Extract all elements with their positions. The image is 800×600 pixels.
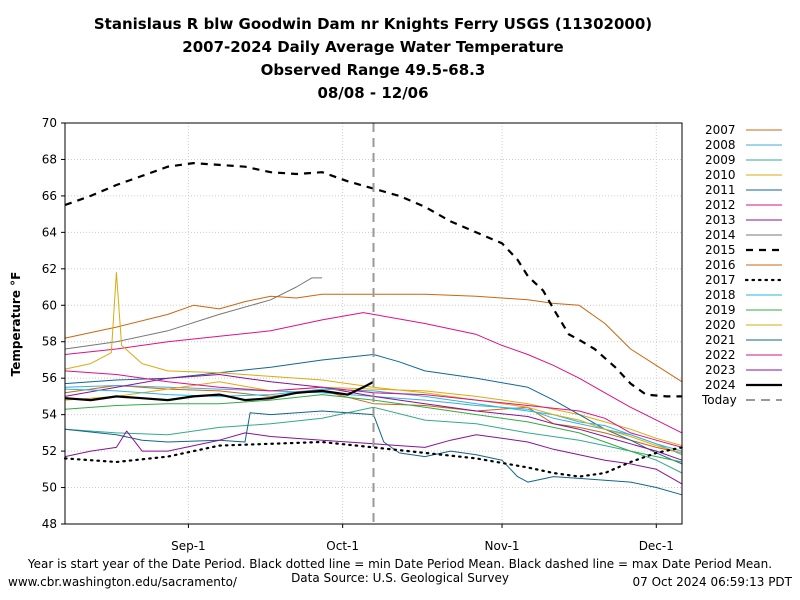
footer-website[interactable]: www.cbr.washington.edu/sacramento/ [8,575,238,589]
legend-label-2023: 2023 [705,363,736,377]
legend-label-2017: 2017 [705,273,736,287]
legend: 2007200820092010201120122013201420152016… [701,123,784,407]
series-line-2021 [64,410,683,496]
chart-title: Stanislaus R blw Goodwin Dam nr Knights … [94,15,652,102]
series-line-2013 [64,374,683,461]
footer-timestamp: 07 Oct 2024 06:59:13 PDT [632,575,792,589]
x-tick-label: Nov-1 [485,539,520,553]
plot-frame [64,122,683,525]
y-axis-label: Temperature °F [9,272,23,377]
series-line-2023 [64,430,683,485]
y-tick-label: 60 [42,298,57,312]
y-tick-label: 56 [42,371,57,385]
y-tick-label: 50 [42,481,57,495]
legend-label-2016: 2016 [705,258,736,272]
legend-label-2015: 2015 [705,243,736,257]
legend-label-2014: 2014 [705,228,736,242]
y-tick-label: 62 [42,262,57,276]
series-line-2011 [64,354,683,465]
legend-label-2009: 2009 [705,153,736,167]
x-tick-label: Sep-1 [171,539,206,553]
title-line-1: Stanislaus R blw Goodwin Dam nr Knights … [94,15,652,33]
x-tick-label: Oct-1 [326,539,359,553]
series-line-2019 [64,394,683,463]
series-line-2024 [64,380,375,402]
legend-label-2008: 2008 [705,138,736,152]
footer-note: Year is start year of the Date Period. B… [27,557,772,571]
y-tick-label: 52 [42,444,57,458]
footer-source: Data Source: U.S. Geological Survey [291,571,509,585]
y-tick-label: 54 [42,408,57,422]
legend-label-2019: 2019 [705,303,736,317]
legend-label-2020: 2020 [705,318,736,332]
y-tick-label: 48 [42,517,57,531]
series-lines [63,162,684,496]
y-tick-label: 70 [42,116,57,130]
series-line-2012 [64,312,683,434]
title-line-3: Observed Range 49.5-68.3 [261,61,486,79]
legend-label-2024: 2024 [705,378,736,392]
y-tick-label: 66 [42,189,57,203]
y-tick-label: 68 [42,152,57,166]
x-tick-label: Dec-1 [639,539,674,553]
legend-label-2018: 2018 [705,288,736,302]
legend-label-2007: 2007 [705,123,736,137]
series-line-2022 [64,370,683,448]
footer: Year is start year of the Date Period. B… [8,557,793,589]
legend-label-2013: 2013 [705,213,736,227]
series-line-2014 [64,277,323,350]
x-axis-ticks: Sep-1 Oct-1 Nov-1 Dec-1 [171,524,674,553]
title-line-2: 2007-2024 Daily Average Water Temperatur… [182,38,563,56]
series-line-2015 [64,162,682,398]
title-line-4: 08/08 - 12/06 [317,84,428,102]
legend-label-2021: 2021 [705,333,736,347]
legend-label-2022: 2022 [705,348,736,362]
y-tick-label: 58 [42,335,57,349]
legend-label-today: Today [701,393,737,407]
series-line-2017 [63,440,684,478]
y-axis-ticks: 48 50 52 54 56 58 60 62 64 66 68 70 [42,116,65,531]
legend-label-2012: 2012 [705,198,736,212]
series-line-2009 [64,406,683,474]
legend-label-2010: 2010 [705,168,736,182]
legend-label-2011: 2011 [705,183,736,197]
y-tick-label: 64 [42,225,57,239]
series-line-2020 [64,272,683,454]
series-line-2008 [64,385,683,456]
series-line-2007 [64,385,683,454]
